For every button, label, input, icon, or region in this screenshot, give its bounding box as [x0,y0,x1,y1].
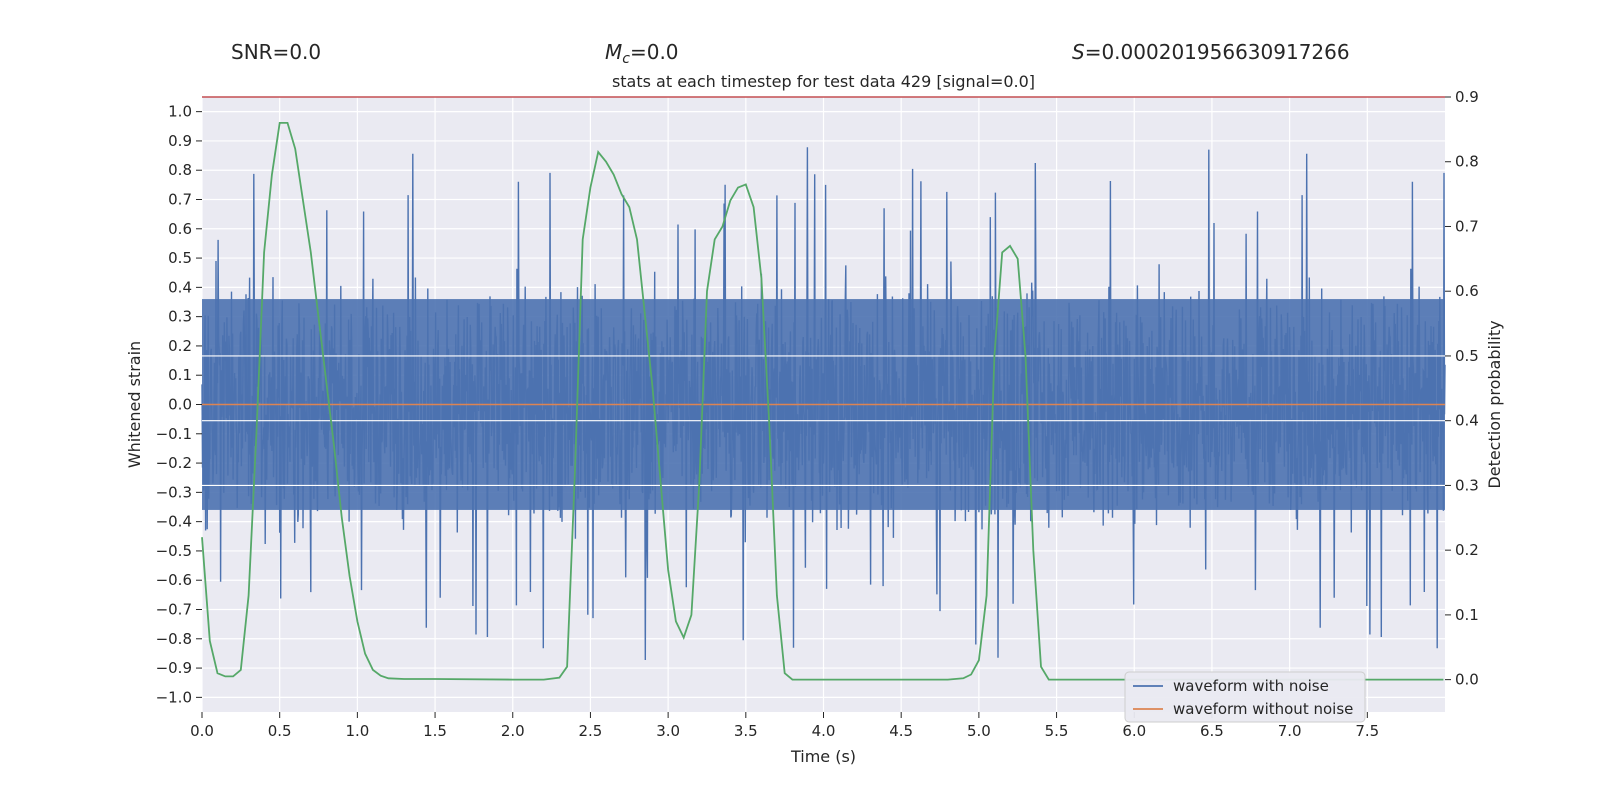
series-lines [201,96,1445,681]
x-tick-label-10: 5.0 [967,722,991,740]
x-tick-label-6: 3.0 [656,722,680,740]
y-right-tick-label-0: 0.9 [1455,88,1479,106]
chirp-mass-subscript: c [622,51,630,67]
chirp-mass-stat: Mc=0.0 [605,40,679,67]
x-ticks: 0.0 0.5 1.0 1.5 2.0 2.5 3.0 3.5 4.0 4.5 5.0 5.5 6.0 6… [190,712,1379,740]
s-stat: S=0.000201956630917266 [1072,40,1350,64]
x-tick-label-7: 3.5 [734,722,758,740]
x-tick-label-15: 7.5 [1355,722,1379,740]
snr-label: SNR= [231,40,290,64]
y-tick-label-2: 0.8 [168,161,192,179]
y-tick-label-8: 0.2 [168,337,192,355]
y-tick-label-10: 0.0 [168,396,192,414]
snr-value: 0.0 [289,40,322,64]
y-tick-label-19: −0.9 [156,659,192,677]
detection-probability-line [201,122,1444,681]
y-tick-label-16: −0.6 [156,571,192,589]
y-tick-label-4: 0.6 [168,220,192,238]
snr-stat: SNR=0.0 [231,40,321,64]
x-tick-label-5: 2.5 [579,722,603,740]
legend-label-0: waveform with noise [1173,677,1329,695]
y-tick-label-11: −0.1 [156,425,192,443]
y-tick-label-14: −0.4 [156,513,192,531]
s-symbol: S [1072,40,1085,64]
y-right-tick-label-5: 0.4 [1455,412,1479,430]
y-right-tick-label-1: 0.8 [1455,153,1479,171]
x-tick-label-8: 4.0 [812,722,836,740]
y-axis-label-right: Detection probability [1485,320,1504,488]
legend-box [1124,671,1366,723]
y-tick-label-7: 0.3 [168,308,192,326]
y-right-tick-label-9: 0.0 [1455,671,1479,689]
x-tick-label-14: 7.0 [1278,722,1302,740]
y-right-tick-label-6: 0.3 [1455,476,1479,494]
y-tick-label-18: −0.8 [156,630,192,648]
x-tick-label-9: 4.5 [889,722,913,740]
y-right-tick-label-8: 0.1 [1455,606,1479,624]
y-ticks-right: 0.9 0.8 0.7 0.6 0.5 0.4 0.3 0.2 0.1 0.0 [1445,88,1479,689]
legend: waveform with noise waveform without nois… [1124,671,1366,723]
y-axis-label: Whitened strain [125,341,144,468]
y-right-tick-label-4: 0.5 [1455,347,1479,365]
y-tick-label-6: 0.4 [168,278,192,296]
y-right-tick-label-2: 0.7 [1455,217,1479,235]
x-tick-label-12: 6.0 [1122,722,1146,740]
y-tick-label-9: 0.1 [168,366,192,384]
chirp-mass-symbol: M [605,40,623,64]
x-tick-label-4: 2.0 [501,722,525,740]
y-right-tick-label-3: 0.6 [1455,282,1479,300]
y-tick-label-5: 0.5 [168,249,192,267]
y-tick-label-20: −1.0 [156,688,192,706]
y-tick-label-0: 1.0 [168,103,192,121]
x-tick-label-1: 0.5 [268,722,292,740]
y-ticks: 1.0 0.9 0.8 0.7 0.6 0.5 0.4 0.3 0.2 0.1 0.0 −0.1 −0.… [156,103,202,706]
x-tick-label-0: 0.0 [190,722,214,740]
x-tick-label-13: 6.5 [1200,722,1224,740]
x-tick-label-11: 5.5 [1045,722,1069,740]
chart-title: stats at each timestep for test data 429… [612,72,1035,91]
x-tick-label-3: 1.5 [423,722,447,740]
y-tick-label-1: 0.9 [168,132,192,150]
y-tick-label-15: −0.5 [156,542,192,560]
x-axis-label: Time (s) [790,747,856,766]
y-tick-label-17: −0.7 [156,601,192,619]
y-tick-label-12: −0.2 [156,454,192,472]
legend-label-1: waveform without noise [1173,700,1353,718]
chirp-mass-value: =0.0 [629,40,679,64]
x-tick-label-2: 1.0 [345,722,369,740]
y-right-tick-label-7: 0.2 [1455,541,1479,559]
y-tick-label-13: −0.3 [156,483,192,501]
s-value: =0.000201956630917266 [1084,40,1350,64]
y-tick-label-3: 0.7 [168,191,192,209]
